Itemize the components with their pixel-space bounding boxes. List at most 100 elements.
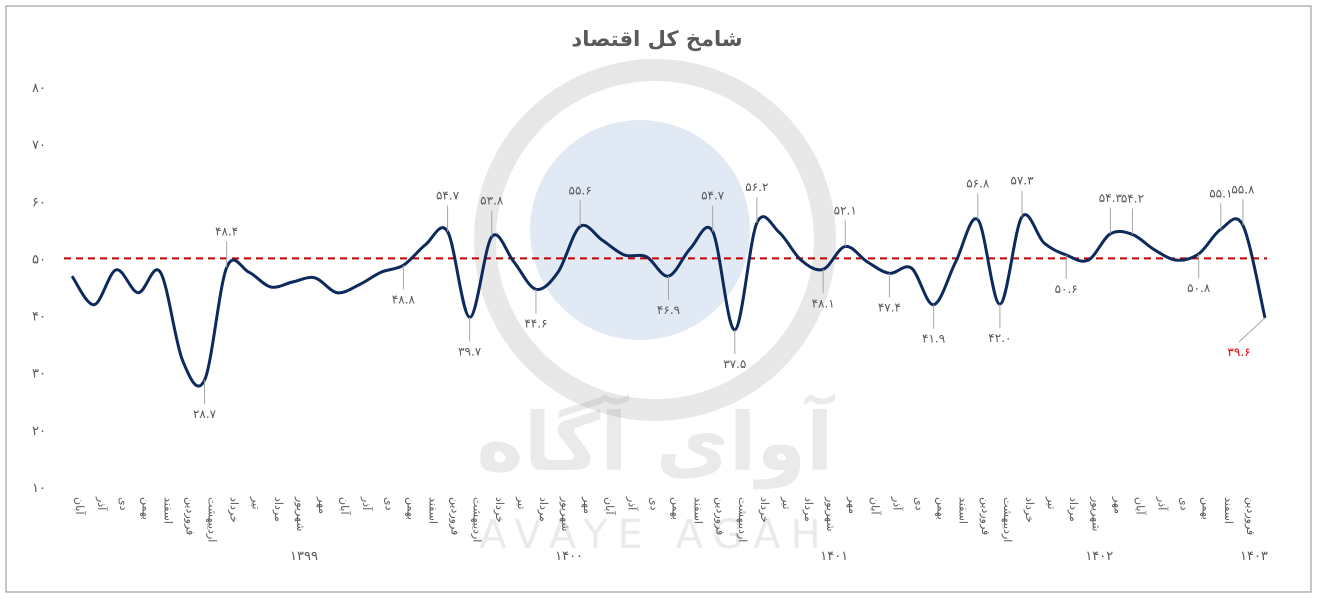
- x-tick-label: مهر: [1111, 496, 1124, 514]
- data-label: ۵۵.۱: [1209, 186, 1232, 200]
- x-tick-label: خرداد: [493, 497, 506, 523]
- x-tick-label: تیر: [515, 496, 528, 509]
- x-tick-label: مرداد: [1067, 497, 1080, 522]
- data-label: ۴۱.۹: [922, 332, 945, 346]
- data-label: ۵۳.۸: [480, 194, 504, 208]
- data-label: ۳۷.۵: [723, 357, 746, 371]
- x-tick-label: اسفند: [1222, 497, 1235, 524]
- data-label: ۵۲.۱: [834, 203, 857, 217]
- chart-frame: [5, 5, 1312, 593]
- x-tick-label: آبان: [603, 497, 617, 515]
- y-tick-label: ۳۰: [32, 367, 46, 382]
- x-tick-label: مهر: [846, 496, 859, 514]
- x-tick-label: اردیبهشت: [1001, 497, 1014, 542]
- x-tick-label: مرداد: [802, 497, 815, 522]
- x-tick-label: آذر: [890, 496, 904, 511]
- x-tick-label: دی: [1178, 497, 1191, 511]
- x-tick-label: تیر: [1045, 496, 1058, 509]
- x-tick-label: شهریور: [294, 496, 307, 531]
- watermark-text: AVAYE AGAH: [479, 512, 830, 558]
- data-label: ۵۰.۶: [1055, 282, 1078, 296]
- x-tick-label: فروردین: [979, 497, 992, 535]
- x-tick-label: بهمن: [670, 497, 683, 520]
- x-tick-label: اردیبهشت: [736, 497, 749, 542]
- data-label: ۵۴.۳: [1099, 191, 1123, 205]
- x-tick-label: آبان: [73, 497, 87, 515]
- x-tick-label: بهمن: [404, 497, 417, 520]
- year-label: ۱۴۰۱: [820, 549, 848, 564]
- data-label: ۵۶.۸: [966, 177, 990, 191]
- x-tick-label: بهمن: [935, 497, 948, 520]
- x-tick-label: خرداد: [228, 497, 241, 523]
- data-label: ۴۲.۰: [988, 331, 1011, 345]
- data-label: ۴۸.۱: [812, 296, 835, 310]
- x-tick-label: خرداد: [758, 497, 771, 523]
- x-tick-label: مرداد: [537, 497, 550, 522]
- data-label: ۵۴.۲: [1121, 191, 1144, 205]
- series-line: [70, 213, 1267, 388]
- year-label: ۱۴۰۳: [1240, 549, 1268, 564]
- x-tick-label: دی: [382, 497, 395, 511]
- x-tick-label: بهمن: [139, 497, 152, 520]
- watermark-logo: [474, 59, 836, 421]
- chart-title: شامخ کل اقتصاد: [571, 27, 742, 51]
- x-tick-label: اسفند: [161, 497, 174, 524]
- data-label: ۲۸.۷: [193, 407, 217, 421]
- x-tick-label: دی: [913, 497, 926, 511]
- y-tick-label: ۷۰: [32, 138, 46, 153]
- data-label: ۴۸.۴: [215, 225, 238, 239]
- data-label: ۵۶.۲: [745, 180, 768, 194]
- x-tick-label: دی: [117, 497, 130, 511]
- x-tick-label: آذر: [1156, 496, 1170, 511]
- y-tick-label: ۸۰: [32, 81, 46, 96]
- y-tick-label: ۶۰: [32, 195, 46, 210]
- x-tick-label: فروردین: [1244, 497, 1257, 535]
- x-tick-label: مهر: [316, 496, 329, 514]
- x-tick-label: فروردین: [183, 497, 196, 535]
- x-tick-label: شهریور: [1089, 496, 1102, 531]
- x-tick-label: تیر: [780, 496, 793, 509]
- x-tick-label: آذر: [95, 496, 109, 511]
- year-label: ۱۳۹۹: [290, 549, 318, 564]
- data-label: ۵۴.۷: [701, 189, 725, 203]
- data-label: ۵۵.۶: [569, 183, 592, 197]
- y-tick-label: ۱۰: [32, 481, 46, 496]
- x-tick-label: شهریور: [559, 496, 572, 531]
- data-label: ۵۰.۸: [1187, 281, 1211, 295]
- x-tick-label: فروردین: [714, 497, 727, 535]
- x-tick-label: اسفند: [426, 497, 439, 524]
- y-tick-label: ۵۰: [32, 252, 46, 267]
- data-label: ۴۸.۸: [392, 292, 416, 306]
- data-label: ۵۵.۸: [1231, 182, 1255, 196]
- data-label: ۴۶.۹: [657, 303, 680, 317]
- x-tick-label: اردیبهشت: [206, 497, 219, 542]
- x-tick-label: آبان: [1133, 497, 1147, 515]
- x-tick-label: آبان: [868, 497, 882, 515]
- year-label: ۱۴۰۰: [555, 549, 583, 564]
- y-tick-label: ۲۰: [32, 424, 46, 439]
- y-tick-label: ۴۰: [32, 310, 46, 325]
- x-tick-label: آذر: [625, 496, 639, 511]
- data-label: ۵۴.۷: [436, 189, 460, 203]
- data-label: ۴۴.۶: [524, 316, 547, 330]
- x-tick-label: فروردین: [449, 497, 462, 535]
- x-tick-label: خرداد: [1023, 497, 1036, 523]
- x-tick-label: بهمن: [1200, 497, 1213, 520]
- x-tick-label: مهر: [581, 496, 594, 514]
- x-tick-label: دی: [647, 497, 660, 511]
- x-tick-label: اردیبهشت: [471, 497, 484, 542]
- watermark-text: آوای آگاه: [477, 393, 836, 490]
- leader-line: [1238, 317, 1266, 343]
- x-tick-label: شهریور: [824, 496, 837, 531]
- data-label: ۳۹.۷: [458, 344, 482, 358]
- x-tick-label: اسفند: [692, 497, 705, 524]
- x-tick-label: مرداد: [272, 497, 285, 522]
- x-tick-label: آذر: [360, 496, 374, 511]
- data-label: ۳۹.۶: [1227, 345, 1250, 359]
- data-label: ۴۷.۴: [878, 300, 901, 314]
- x-tick-label: تیر: [250, 496, 263, 509]
- x-tick-label: آبان: [338, 497, 352, 515]
- x-tick-label: اسفند: [957, 497, 970, 524]
- year-label: ۱۴۰۲: [1085, 549, 1113, 564]
